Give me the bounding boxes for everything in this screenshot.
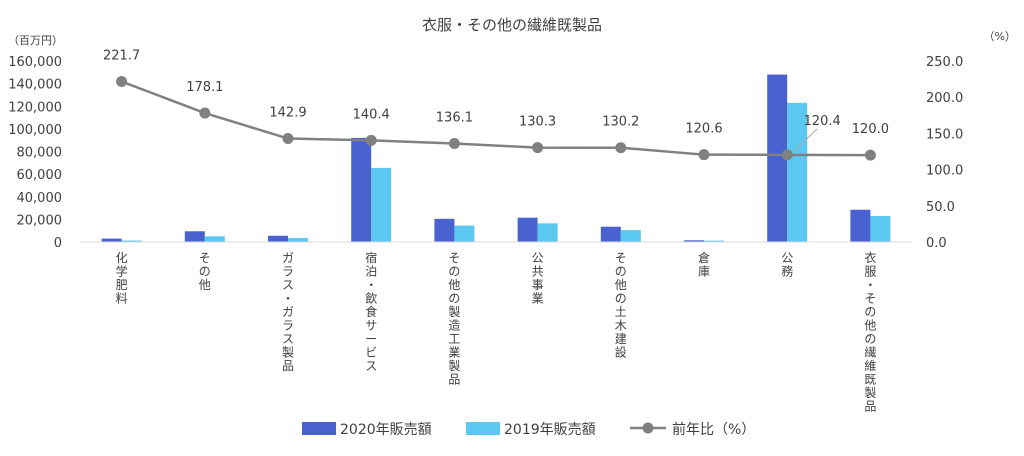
bars [101, 74, 891, 242]
bar [184, 231, 205, 242]
category-label: 公共事業 [532, 251, 544, 306]
data-label: 130.3 [519, 115, 556, 130]
bar [517, 217, 538, 242]
right-axis: 0.0 50.0 100.0 150.0 200.0 250.0 [926, 55, 963, 251]
ratio-point [532, 142, 544, 154]
left-axis-unit: （百万円） [8, 34, 63, 47]
left-tick-label: 80,000 [17, 146, 63, 161]
legend-swatch [302, 422, 336, 435]
ratio-line-path [121, 80, 871, 157]
legend: 2020年販売額 2019年販売額 前年比（%） [302, 421, 755, 438]
data-label: 120.4 [804, 114, 841, 129]
category-label: 公務 [781, 251, 793, 279]
left-tick-label: 140,000 [8, 78, 62, 93]
data-label: 178.1 [186, 80, 223, 95]
bar [454, 225, 475, 242]
category-label: 宿泊・飲食サービス [365, 250, 377, 373]
ratio-point [615, 142, 627, 154]
bar [767, 74, 788, 242]
ratio-point [698, 149, 710, 161]
bar [268, 235, 288, 242]
legend-swatch [466, 422, 500, 435]
bar [101, 238, 122, 242]
category-label: その他 [199, 251, 211, 292]
legend-label: 2020年販売額 [340, 422, 432, 438]
data-label: 221.7 [103, 48, 140, 63]
left-tick-label: 60,000 [17, 168, 63, 183]
bar [704, 240, 724, 242]
right-tick-label: 50.0 [926, 200, 955, 215]
data-label: 120.6 [685, 122, 722, 137]
ratio-point [199, 107, 211, 119]
bar [121, 240, 142, 242]
left-axis: 0 20,000 40,000 60,000 80,000 100,000 120,000 1… [8, 55, 62, 251]
ratio-line [116, 75, 876, 161]
bar [850, 209, 871, 242]
category-label: 衣服・その他の繊維既製品 [864, 250, 876, 414]
bar [288, 238, 308, 242]
right-axis-unit: （%） [984, 30, 1016, 43]
category-labels: 化学肥料 その他 ガラス・ガラス製品 宿泊・飲食サービス その他の製造工業製品 公共事業 そ… [116, 250, 877, 414]
right-tick-label: 250.0 [926, 55, 963, 70]
category-label: その他の土木建設 [615, 251, 627, 360]
left-tick-label: 100,000 [8, 123, 62, 138]
ratio-point [282, 133, 294, 145]
category-label: 倉庫 [698, 250, 710, 279]
legend-label: 2019年販売額 [504, 422, 596, 438]
bar [371, 167, 392, 242]
callout-line [792, 128, 818, 153]
chart-title: 衣服・その他の繊維既製品 [422, 16, 602, 34]
right-tick-label: 0.0 [926, 236, 947, 251]
bar [600, 226, 621, 242]
ratio-point [365, 134, 377, 146]
bar [787, 102, 808, 242]
left-tick-label: 0 [54, 236, 62, 251]
data-label: 140.4 [353, 107, 390, 122]
ratio-point [864, 149, 876, 161]
bar [870, 215, 891, 242]
data-label: 120.0 [852, 122, 889, 137]
ratio-point [448, 137, 460, 149]
data-label: 142.9 [269, 106, 306, 121]
legend-marker [642, 422, 654, 434]
right-tick-label: 100.0 [926, 164, 963, 179]
right-tick-label: 200.0 [926, 91, 963, 106]
left-tick-label: 160,000 [8, 55, 62, 70]
category-label: その他の製造工業製品 [448, 251, 460, 387]
ratio-point [781, 149, 793, 161]
bar [351, 137, 372, 242]
bar [620, 230, 641, 242]
category-label: ガラス・ガラス製品 [282, 251, 294, 373]
bar [537, 223, 558, 242]
left-tick-label: 40,000 [17, 191, 63, 206]
bar [434, 218, 455, 242]
data-labels: 221.7 178.1 142.9 140.4 136.1 130.3 130.2 120.6… [103, 48, 889, 153]
right-tick-label: 150.0 [926, 127, 963, 142]
category-label: 化学肥料 [116, 251, 128, 306]
legend-label: 前年比（%） [672, 421, 755, 438]
data-label: 130.2 [602, 115, 639, 130]
left-tick-label: 120,000 [8, 100, 62, 115]
bar [204, 236, 225, 242]
left-tick-label: 20,000 [17, 213, 63, 228]
bar [684, 240, 704, 242]
data-label: 136.1 [436, 110, 473, 125]
ratio-point [116, 75, 128, 87]
